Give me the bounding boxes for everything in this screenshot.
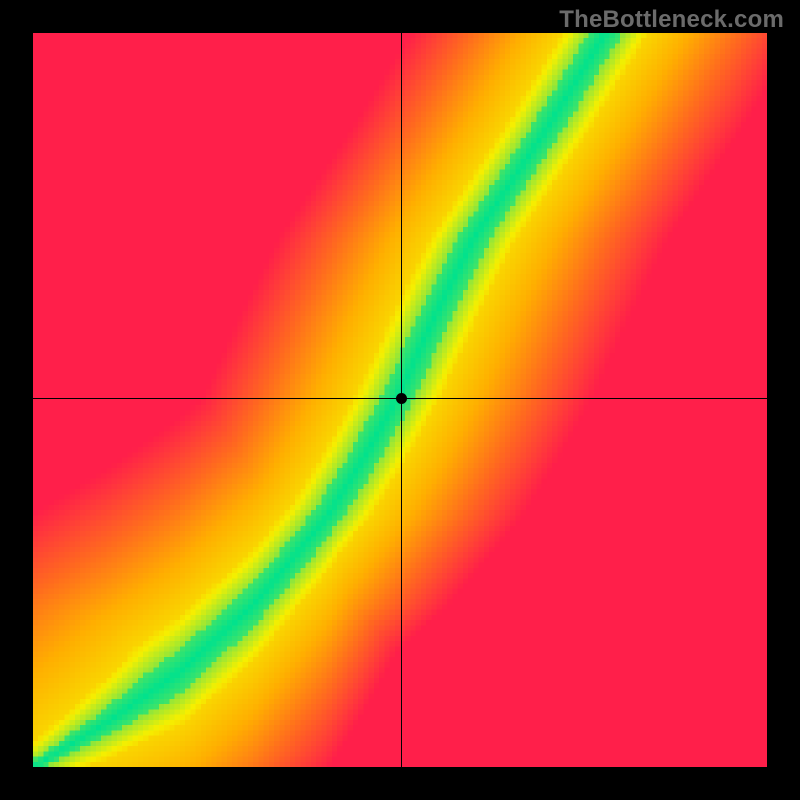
marker-dot [396, 393, 407, 404]
watermark-text: TheBottleneck.com [559, 6, 784, 34]
chart-container: TheBottleneck.com [0, 0, 800, 800]
